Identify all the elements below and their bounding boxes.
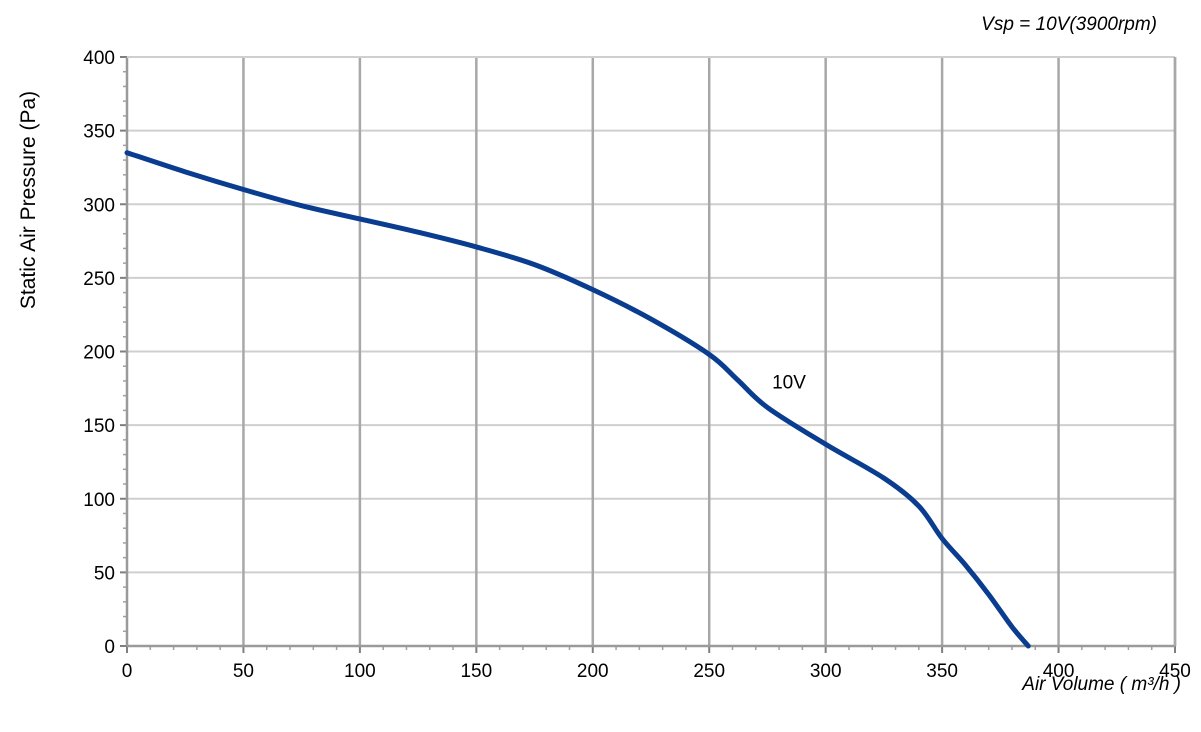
grid [127,56,1177,646]
x-tick-label: 450 [1159,661,1191,682]
x-tick-label: 150 [460,661,492,682]
chart-annotation: Vsp = 10V(3900rpm) [981,14,1157,35]
y-tick-label: 350 [83,122,115,143]
axes [120,56,1177,653]
y-tick-label: 50 [94,563,115,584]
x-tick-label: 0 [122,661,133,682]
y-tick-label: 250 [83,269,115,290]
x-tick-label: 200 [577,661,609,682]
y-tick-label: 0 [104,637,115,658]
x-axis-title: Air Volume ( m³/h ) [1021,674,1181,695]
y-tick-label: 200 [83,343,115,364]
x-tick-label: 350 [926,661,958,682]
x-tick-label: 50 [233,661,254,682]
y-tick-label: 150 [83,416,115,437]
x-tick-label: 250 [693,661,725,682]
x-tick-label: 100 [344,661,376,682]
y-tick-label: 300 [83,195,115,216]
series-line-10v [124,150,1031,649]
y-axis-title: Static Air Pressure (Pa) [17,91,40,309]
label-layer: 0 50 100 150 200 250 300 350 400 0 50 100 150 200 250 3… [83,48,1191,682]
y-tick-label: 400 [83,48,115,69]
x-tick-label: 400 [1043,661,1075,682]
series-layer [124,150,1031,649]
x-tick-label: 300 [810,661,842,682]
series-label: 10V [772,372,806,393]
y-tick-label: 100 [83,490,115,511]
